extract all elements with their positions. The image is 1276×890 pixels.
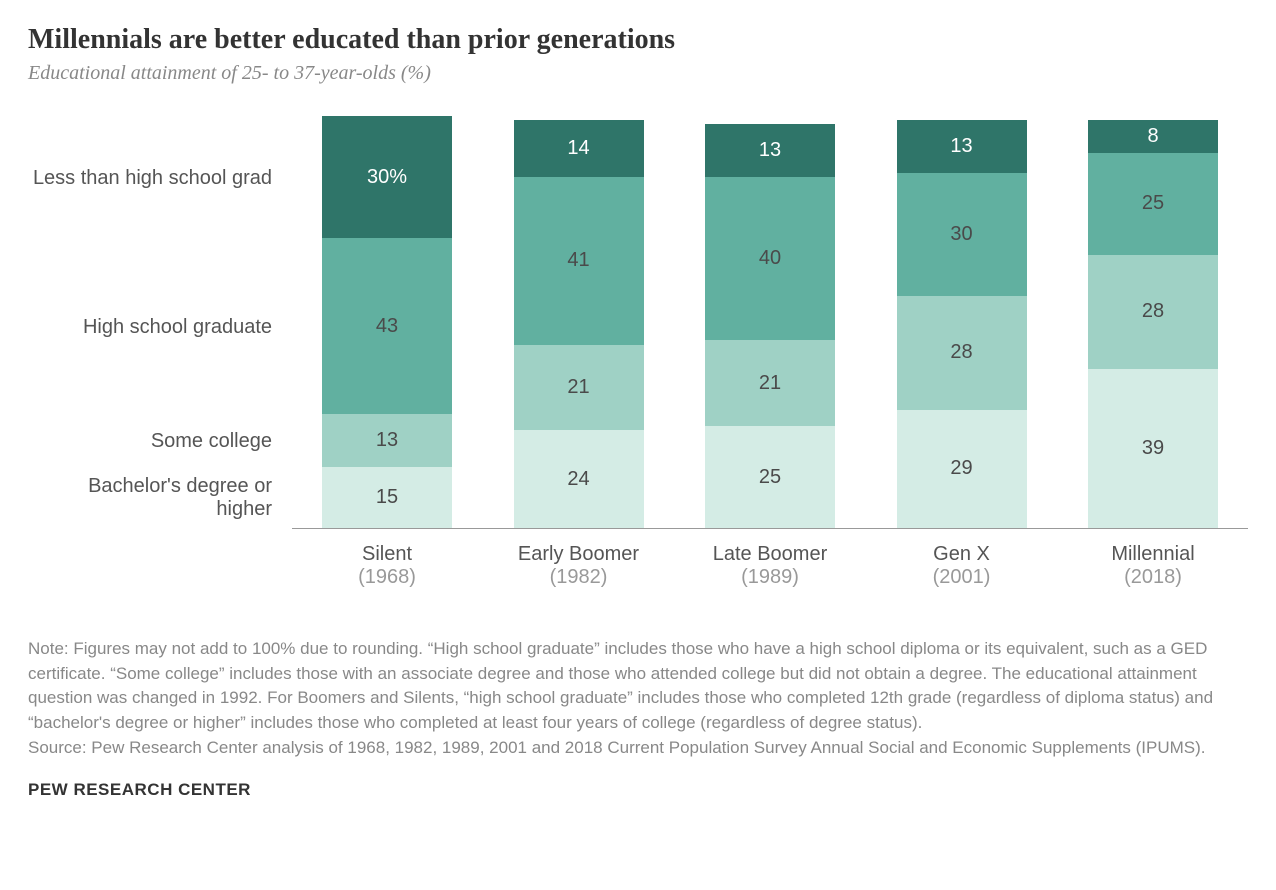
- x-axis-label: Millennial(2018): [1058, 543, 1248, 589]
- bar-segment: 21: [705, 340, 835, 426]
- bar-column: 13302829: [867, 117, 1057, 528]
- series-year: (1982): [484, 566, 674, 589]
- bar-segment: 21: [514, 345, 644, 431]
- series-year: (2001): [867, 566, 1057, 589]
- series-name: Early Boomer: [484, 543, 674, 566]
- bar-column: 30%431315: [292, 117, 482, 528]
- bar-column: 14412124: [484, 117, 674, 528]
- bar-segment: 28: [1088, 255, 1218, 369]
- attribution: PEW RESEARCH CENTER: [28, 780, 1248, 800]
- series-year: (1989): [675, 566, 865, 589]
- bar-segment: 39: [1088, 369, 1218, 528]
- bar-segment: 24: [514, 430, 644, 528]
- x-axis-labels: Silent(1968)Early Boomer(1982)Late Boome…: [28, 543, 1248, 589]
- bar-segment: 13: [322, 414, 452, 467]
- bar-segment: 28: [897, 296, 1027, 410]
- y-axis-label: High school graduate: [28, 239, 272, 414]
- series-name: Millennial: [1058, 543, 1248, 566]
- bar-column: 8252839: [1058, 117, 1248, 528]
- chart-subtitle: Educational attainment of 25- to 37-year…: [28, 62, 1248, 85]
- series-year: (2018): [1058, 566, 1248, 589]
- bar-segment: 8: [1088, 120, 1218, 153]
- bar-segment: 15: [322, 467, 452, 528]
- bar-segment: 14: [514, 120, 644, 177]
- stacked-bar: 13402125: [705, 124, 835, 528]
- series-name: Silent: [292, 543, 482, 566]
- bar-segment: 41: [514, 177, 644, 344]
- bar-segment: 30%: [322, 116, 452, 238]
- bars-container: 30%4313151441212413402125133028298252839: [292, 117, 1248, 529]
- y-axis-label: Some college: [28, 415, 272, 468]
- bar-column: 13402125: [675, 117, 865, 528]
- y-axis-label: Less than high school grad: [28, 117, 272, 239]
- chart-notes: Note: Figures may not add to 100% due to…: [28, 637, 1248, 760]
- x-axis-label: Late Boomer(1989): [675, 543, 865, 589]
- bar-segment: 13: [705, 124, 835, 177]
- stacked-bar: 8252839: [1088, 120, 1218, 528]
- x-axis-label: Gen X(2001): [867, 543, 1057, 589]
- x-axis-label: Silent(1968): [292, 543, 482, 589]
- bar-segment: 43: [322, 238, 452, 413]
- bar-segment: 25: [705, 426, 835, 528]
- stacked-bar: 13302829: [897, 120, 1027, 528]
- bar-segment: 30: [897, 173, 1027, 295]
- stacked-bar: 14412124: [514, 120, 644, 528]
- x-axis-label: Early Boomer(1982): [484, 543, 674, 589]
- series-year: (1968): [292, 566, 482, 589]
- y-axis-labels: Less than high school gradHigh school gr…: [28, 117, 292, 529]
- series-name: Gen X: [867, 543, 1057, 566]
- bar-segment: 40: [705, 177, 835, 340]
- series-name: Late Boomer: [675, 543, 865, 566]
- chart-title: Millennials are better educated than pri…: [28, 24, 1248, 56]
- bar-segment: 25: [1088, 153, 1218, 255]
- bar-segment: 13: [897, 120, 1027, 173]
- stacked-bar: 30%431315: [322, 116, 452, 528]
- x-axis-labels-inner: Silent(1968)Early Boomer(1982)Late Boome…: [292, 543, 1248, 589]
- x-axis-spacer: [28, 543, 292, 589]
- chart-area: Less than high school gradHigh school gr…: [28, 117, 1248, 529]
- bar-segment: 29: [897, 410, 1027, 528]
- y-axis-label: Bachelor's degree or higher: [28, 468, 272, 529]
